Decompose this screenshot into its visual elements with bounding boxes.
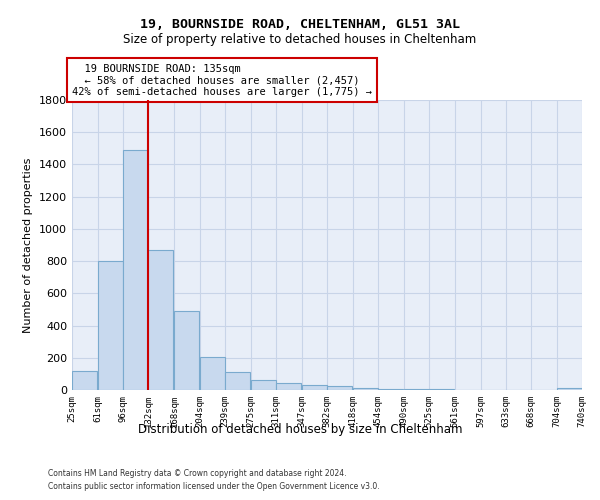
Text: Size of property relative to detached houses in Cheltenham: Size of property relative to detached ho…	[124, 32, 476, 46]
Text: Contains HM Land Registry data © Crown copyright and database right 2024.: Contains HM Land Registry data © Crown c…	[48, 468, 347, 477]
Text: 19 BOURNSIDE ROAD: 135sqm
  ← 58% of detached houses are smaller (2,457)
42% of : 19 BOURNSIDE ROAD: 135sqm ← 58% of detac…	[72, 64, 372, 97]
Bar	[327, 386, 352, 390]
Bar	[302, 385, 327, 390]
Bar	[174, 311, 199, 390]
Bar	[123, 150, 148, 390]
Bar	[557, 388, 582, 390]
Bar	[276, 383, 301, 390]
Bar	[98, 261, 123, 390]
Bar	[200, 357, 225, 390]
Y-axis label: Number of detached properties: Number of detached properties	[23, 158, 34, 332]
Bar	[353, 388, 378, 390]
Bar	[148, 250, 173, 390]
Bar	[404, 389, 429, 390]
Bar	[379, 388, 403, 390]
Bar	[251, 380, 275, 390]
Text: Distribution of detached houses by size in Cheltenham: Distribution of detached houses by size …	[138, 422, 462, 436]
Text: 19, BOURNSIDE ROAD, CHELTENHAM, GL51 3AL: 19, BOURNSIDE ROAD, CHELTENHAM, GL51 3AL	[140, 18, 460, 30]
Bar	[225, 372, 250, 390]
Text: Contains public sector information licensed under the Open Government Licence v3: Contains public sector information licen…	[48, 482, 380, 491]
Bar	[72, 370, 97, 390]
